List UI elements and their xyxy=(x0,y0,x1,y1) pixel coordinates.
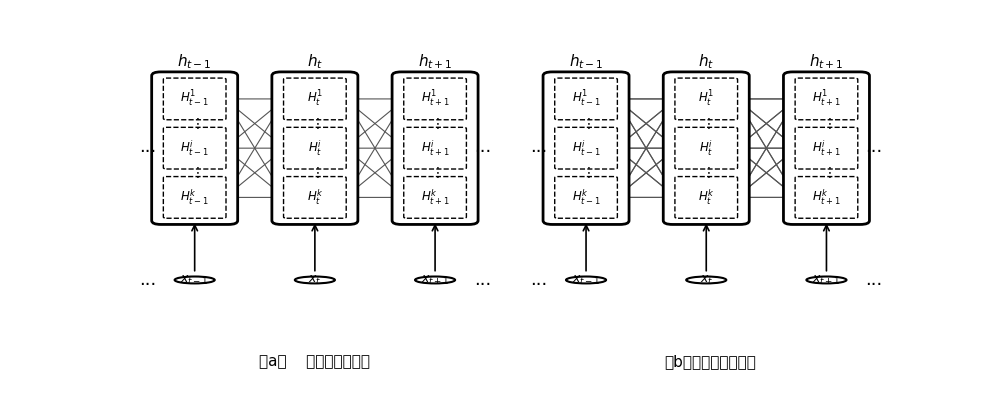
Text: $H^{1}_{t-1}$: $H^{1}_{t-1}$ xyxy=(180,89,209,109)
Text: $H^{i}_{t-1}$: $H^{i}_{t-1}$ xyxy=(180,138,209,158)
FancyBboxPatch shape xyxy=(675,176,738,218)
Text: $\vdots$: $\vdots$ xyxy=(190,116,200,131)
Ellipse shape xyxy=(415,277,455,283)
FancyBboxPatch shape xyxy=(284,78,346,120)
Text: $\vdots$: $\vdots$ xyxy=(581,116,591,131)
Text: $H^{k}_{t}$: $H^{k}_{t}$ xyxy=(698,188,715,207)
Text: $x_{t+1}$: $x_{t+1}$ xyxy=(812,273,841,286)
Text: $\vdots$: $\vdots$ xyxy=(310,165,320,180)
Text: $h_{t-1}$: $h_{t-1}$ xyxy=(177,52,212,71)
Text: ...: ... xyxy=(530,271,547,289)
FancyBboxPatch shape xyxy=(404,78,466,120)
Text: $\vdots$: $\vdots$ xyxy=(701,116,711,131)
Text: $H^{i}_{t+1}$: $H^{i}_{t+1}$ xyxy=(812,138,841,158)
Ellipse shape xyxy=(686,277,726,283)
FancyBboxPatch shape xyxy=(152,72,238,224)
Text: $h_t$: $h_t$ xyxy=(307,52,323,71)
FancyBboxPatch shape xyxy=(783,72,869,224)
Text: $H^{1}_{t}$: $H^{1}_{t}$ xyxy=(307,89,323,109)
FancyBboxPatch shape xyxy=(392,72,478,224)
Text: ...: ... xyxy=(139,271,156,289)
FancyBboxPatch shape xyxy=(163,127,226,169)
Text: $\vdots$: $\vdots$ xyxy=(190,165,200,180)
Text: $\vdots$: $\vdots$ xyxy=(310,116,320,131)
FancyBboxPatch shape xyxy=(555,176,617,218)
Text: $H^{k}_{t}$: $H^{k}_{t}$ xyxy=(307,188,323,207)
FancyBboxPatch shape xyxy=(555,127,617,169)
Text: $H^{i}_{t}$: $H^{i}_{t}$ xyxy=(308,138,322,158)
Text: $H^{1}_{t+1}$: $H^{1}_{t+1}$ xyxy=(421,89,449,109)
Text: ...: ... xyxy=(530,138,547,156)
Text: $H^{1}_{t+1}$: $H^{1}_{t+1}$ xyxy=(812,89,841,109)
FancyBboxPatch shape xyxy=(555,78,617,120)
FancyBboxPatch shape xyxy=(795,127,858,169)
FancyBboxPatch shape xyxy=(284,176,346,218)
FancyBboxPatch shape xyxy=(163,78,226,120)
Text: $H^{i}_{t+1}$: $H^{i}_{t+1}$ xyxy=(421,138,449,158)
Text: $H^{i}_{t}$: $H^{i}_{t}$ xyxy=(699,138,713,158)
FancyBboxPatch shape xyxy=(795,176,858,218)
Text: $H^{k}_{t+1}$: $H^{k}_{t+1}$ xyxy=(421,188,449,207)
Text: ...: ... xyxy=(474,138,491,156)
Text: $x_t$: $x_t$ xyxy=(700,273,713,286)
Ellipse shape xyxy=(175,277,215,283)
FancyBboxPatch shape xyxy=(663,72,749,224)
Text: $H^{k}_{t+1}$: $H^{k}_{t+1}$ xyxy=(812,188,841,207)
Text: $h_{t-1}$: $h_{t-1}$ xyxy=(569,52,603,71)
Ellipse shape xyxy=(566,277,606,283)
FancyBboxPatch shape xyxy=(543,72,629,224)
Text: ...: ... xyxy=(865,271,882,289)
FancyBboxPatch shape xyxy=(675,78,738,120)
FancyBboxPatch shape xyxy=(272,72,358,224)
Text: $h_{t+1}$: $h_{t+1}$ xyxy=(418,52,452,71)
Text: $\vdots$: $\vdots$ xyxy=(430,116,440,131)
Text: $H^{1}_{t-1}$: $H^{1}_{t-1}$ xyxy=(572,89,600,109)
Text: $H^{k}_{t-1}$: $H^{k}_{t-1}$ xyxy=(180,188,209,207)
Text: $\vdots$: $\vdots$ xyxy=(581,165,591,180)
Text: $\vdots$: $\vdots$ xyxy=(822,116,831,131)
FancyBboxPatch shape xyxy=(675,127,738,169)
FancyBboxPatch shape xyxy=(404,127,466,169)
Ellipse shape xyxy=(806,277,846,283)
Text: $x_t$: $x_t$ xyxy=(308,273,322,286)
FancyBboxPatch shape xyxy=(163,176,226,218)
Text: $x_{t-1}$: $x_{t-1}$ xyxy=(572,273,600,286)
Text: （b）双方向剪枝策略: （b）双方向剪枝策略 xyxy=(664,354,756,369)
Text: ...: ... xyxy=(139,138,156,156)
Text: $x_{t-1}$: $x_{t-1}$ xyxy=(180,273,209,286)
Text: $x_{t+1}$: $x_{t+1}$ xyxy=(421,273,449,286)
Text: $H^{k}_{t-1}$: $H^{k}_{t-1}$ xyxy=(572,188,600,207)
FancyBboxPatch shape xyxy=(795,78,858,120)
Ellipse shape xyxy=(295,277,335,283)
Text: ...: ... xyxy=(474,271,491,289)
Text: ...: ... xyxy=(865,138,882,156)
Text: $\vdots$: $\vdots$ xyxy=(430,165,440,180)
Text: $H^{1}_{t}$: $H^{1}_{t}$ xyxy=(698,89,714,109)
Text: $\vdots$: $\vdots$ xyxy=(822,165,831,180)
Text: $H^{i}_{t-1}$: $H^{i}_{t-1}$ xyxy=(572,138,600,158)
FancyBboxPatch shape xyxy=(404,176,466,218)
FancyBboxPatch shape xyxy=(284,127,346,169)
Text: （a）    单方向剪枝策略: （a） 单方向剪枝策略 xyxy=(259,354,370,369)
Text: $\vdots$: $\vdots$ xyxy=(701,165,711,180)
Text: $h_{t+1}$: $h_{t+1}$ xyxy=(809,52,844,71)
Text: $h_t$: $h_t$ xyxy=(698,52,714,71)
